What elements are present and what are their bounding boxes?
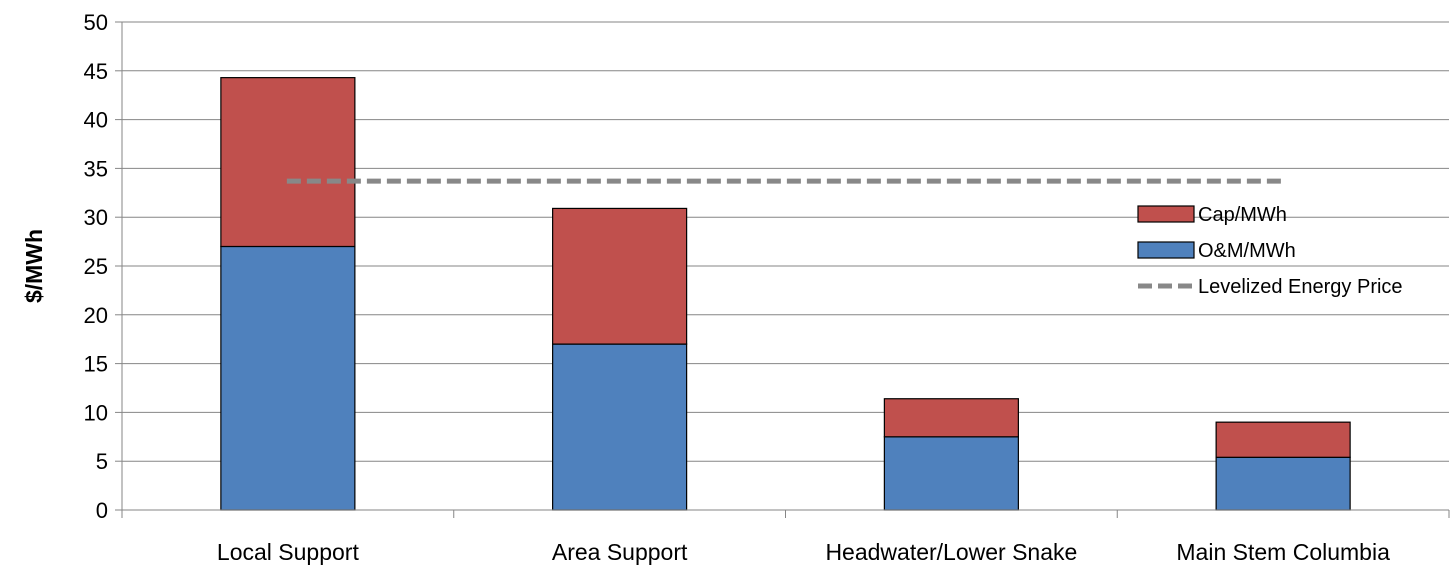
legend-swatch — [1137, 241, 1195, 259]
y-tick-label: 15 — [84, 352, 108, 377]
bar-om — [552, 343, 688, 511]
bar-cap — [1215, 421, 1351, 458]
y-tick-label: 5 — [96, 449, 108, 474]
bar-cap — [220, 77, 356, 248]
y-axis-title: $/MWh — [21, 229, 47, 303]
x-category-label: Local Support — [217, 539, 360, 565]
bars — [220, 77, 1351, 511]
y-tick-label: 30 — [84, 205, 108, 230]
x-category-label: Area Support — [552, 539, 688, 565]
y-tick-label: 40 — [84, 108, 108, 133]
legend: Cap/MWh O&M/MWh Levelized Energy Price — [1137, 204, 1403, 298]
labels: 0 5 10 15 20 25 30 35 40 45 50 Local Support Area Su… — [21, 10, 1390, 565]
bar-om — [220, 245, 356, 511]
bar-cap — [552, 207, 688, 345]
legend-swatch — [1137, 205, 1195, 223]
legend-label: Levelized Energy Price — [1198, 276, 1403, 298]
bar-om — [883, 436, 1019, 511]
y-tick-label: 20 — [84, 303, 108, 328]
bar-cap — [883, 398, 1019, 438]
axes — [115, 21, 1450, 518]
y-tick-label: 0 — [96, 498, 108, 523]
legend-label: Cap/MWh — [1198, 204, 1287, 226]
y-tick-label: 25 — [84, 254, 108, 279]
legend-label: O&M/MWh — [1198, 240, 1296, 262]
y-tick-label: 35 — [84, 156, 108, 181]
bar-om — [1215, 456, 1351, 511]
y-tick-label: 50 — [84, 10, 108, 35]
y-tick-label: 45 — [84, 59, 108, 84]
x-category-label: Headwater/Lower Snake — [825, 539, 1077, 565]
x-category-label: Main Stem Columbia — [1176, 539, 1390, 565]
y-tick-label: 10 — [84, 400, 108, 425]
